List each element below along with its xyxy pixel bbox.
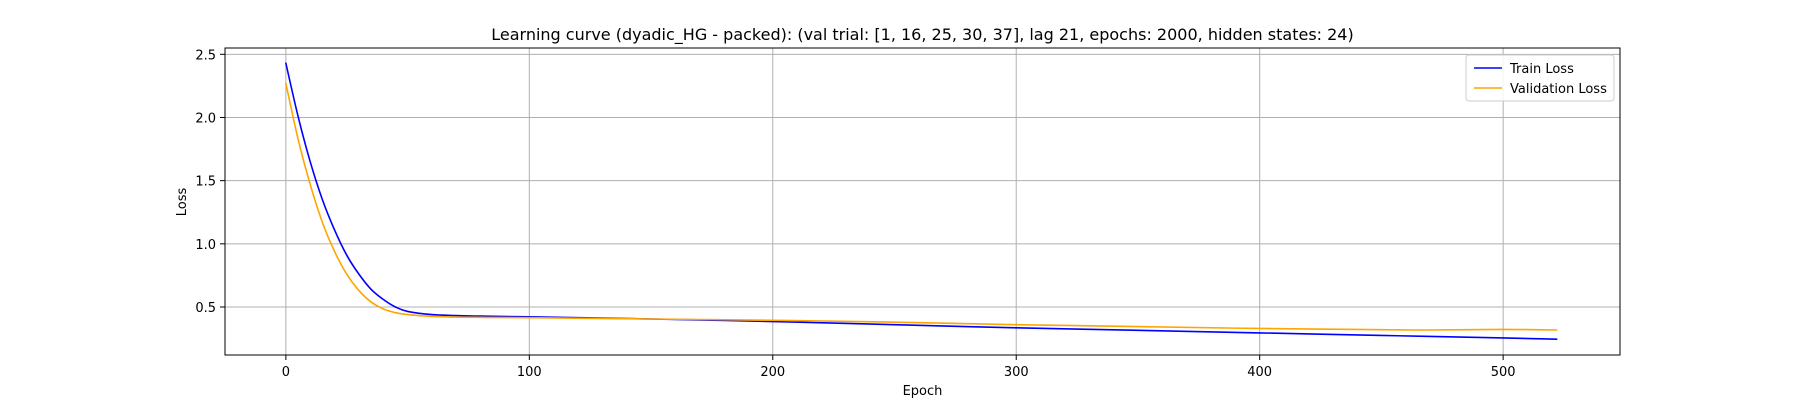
x-tick-label: 100 (517, 365, 542, 380)
y-tick-label: 0.5 (195, 301, 216, 316)
y-axis-label: Loss (175, 188, 190, 217)
legend-label: Validation Loss (1510, 82, 1607, 97)
series-line-validation-loss (285, 82, 1558, 331)
y-tick-label: 2.0 (195, 111, 216, 126)
y-tick-label: 1.5 (195, 175, 216, 190)
y-tick-label: 2.5 (195, 48, 216, 63)
legend: Train Loss Validation Loss (1465, 54, 1615, 102)
x-tick-label: 500 (1491, 365, 1516, 380)
legend-box (1465, 54, 1615, 102)
grid-lines (225, 48, 1620, 355)
legend-label: Train Loss (1509, 62, 1574, 77)
x-axis-label: Epoch (903, 384, 943, 399)
x-tick-label: 0 (282, 365, 290, 380)
x-tick-label: 300 (1004, 365, 1029, 380)
y-tick-label: 1.0 (195, 238, 216, 253)
x-tick-label: 200 (760, 365, 785, 380)
x-tick-label: 400 (1247, 365, 1272, 380)
series-line-train-loss (285, 62, 1558, 341)
plot-frame (224, 47, 1621, 356)
series-lines (285, 62, 1558, 341)
chart-title: Learning curve (dyadic_HG - packed): (va… (491, 25, 1353, 45)
axis-ticks: 0 100 200 300 400 500 0.5 1.0 1.5 2.0 2.5 (195, 48, 1515, 380)
